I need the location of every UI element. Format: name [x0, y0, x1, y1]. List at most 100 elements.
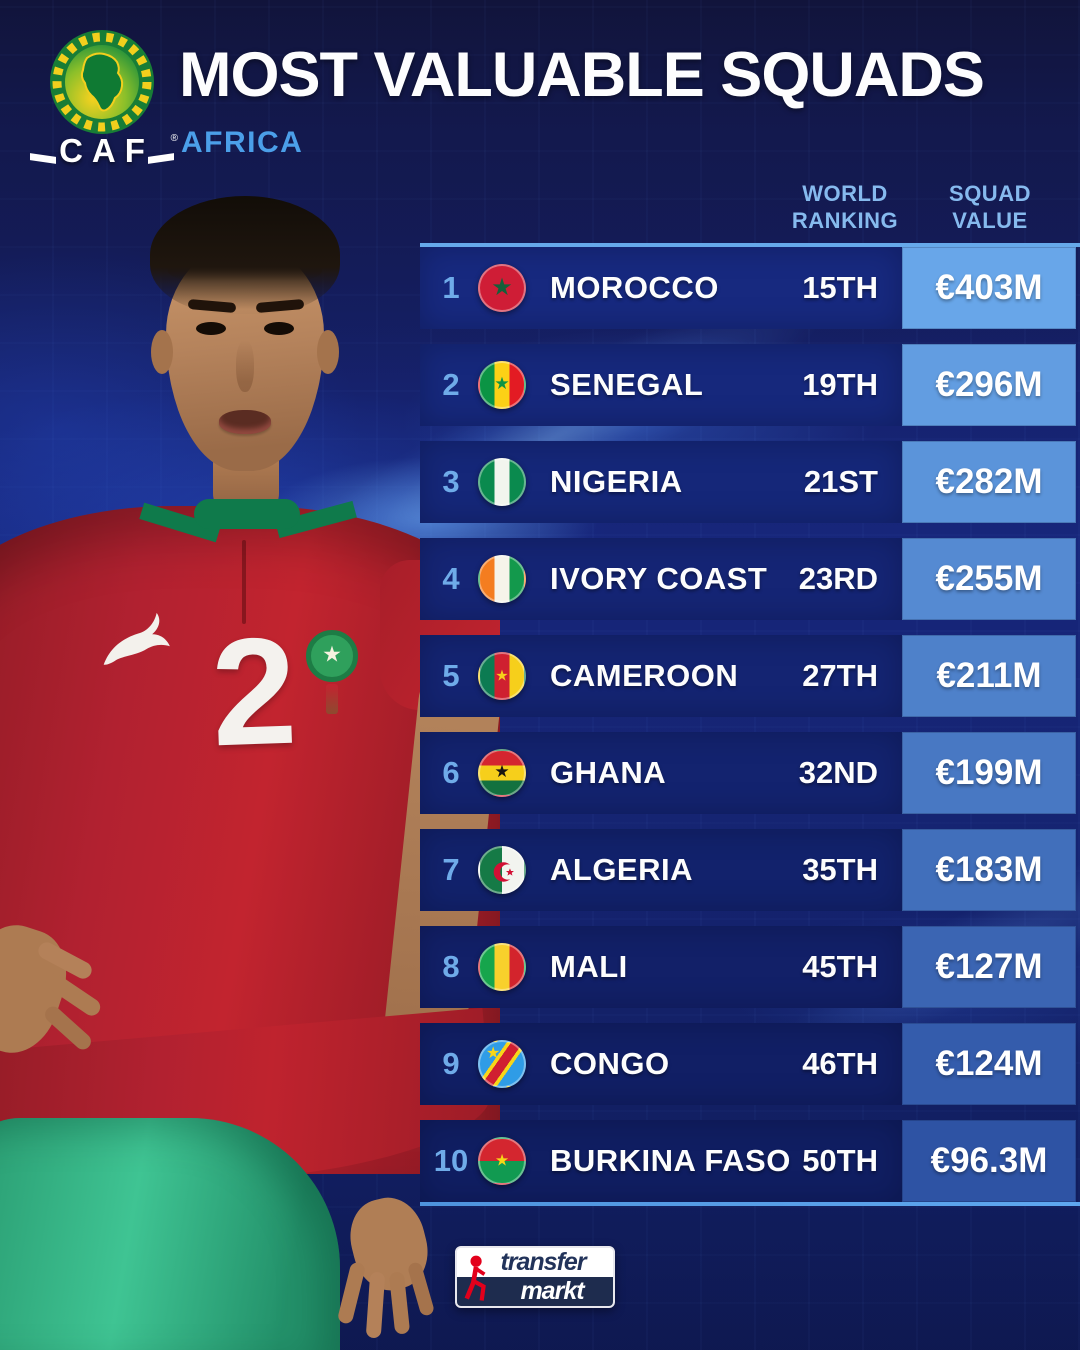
squad-value-cell: €282M	[902, 441, 1076, 523]
squad-value-text: €183M	[935, 850, 1043, 889]
world-ranking-value: 19TH	[802, 367, 878, 402]
squad-value-text: €96.3M	[930, 1141, 1048, 1180]
country-name: NIGERIA	[550, 464, 683, 499]
squad-value-text: €296M	[935, 365, 1043, 404]
squad-value-text: €255M	[935, 559, 1043, 598]
squad-value-text: €282M	[935, 462, 1043, 501]
row-main-cell: 3 NIGERIA 21ST	[420, 441, 902, 523]
page-subtitle: AFRICA	[181, 126, 304, 159]
transfermarkt-logo: transfer markt	[455, 1246, 615, 1308]
table-bottom-border	[420, 1202, 1080, 1206]
table-row: 6 GHANA 32ND €199M	[420, 732, 1080, 814]
rank-number: 5	[442, 658, 460, 693]
transfermarkt-wordmark-bottom: markt	[457, 1277, 613, 1306]
row-main-cell: 5 CAMEROON 27TH	[420, 635, 902, 717]
player-right-finger	[365, 1271, 386, 1339]
table-row: 8 MALI 45TH €127M	[420, 926, 1080, 1008]
caf-registered-mark: ®	[170, 133, 178, 144]
caf-logo: CAF ®	[30, 28, 178, 170]
player-mouth	[219, 410, 271, 434]
jersey-collar	[194, 499, 300, 529]
world-ranking-value: 27TH	[802, 658, 878, 693]
rank-number: 6	[442, 755, 460, 790]
country-name: ALGERIA	[550, 852, 693, 887]
morocco-flag-icon	[478, 264, 526, 312]
world-ranking-value: 46TH	[802, 1046, 878, 1081]
ivory-coast-flag-icon	[478, 555, 526, 603]
world-ranking-value: 15TH	[802, 270, 878, 305]
table-row: 1 MOROCCO 15TH €403M	[420, 247, 1080, 329]
header: CAF ® MOST VALUABLE SQUADS AFRICA	[0, 0, 1080, 176]
row-main-cell: 6 GHANA 32ND	[420, 732, 902, 814]
player-shorts	[0, 1118, 340, 1350]
player-left-ear	[151, 330, 173, 374]
table-row: 3 NIGERIA 21ST €282M	[420, 441, 1080, 523]
squad-value-cell: €199M	[902, 732, 1076, 814]
morocco-crest-icon	[306, 630, 358, 682]
player-hair	[150, 196, 340, 314]
burkina-faso-flag-icon	[478, 1137, 526, 1185]
jersey-number: 2	[208, 605, 300, 779]
country-name: IVORY COAST	[550, 561, 768, 596]
world-ranking-value: 45TH	[802, 949, 878, 984]
page-title: MOST VALUABLE SQUADS	[179, 40, 985, 110]
squad-value-cell: €127M	[902, 926, 1076, 1008]
rank-number: 7	[442, 852, 460, 887]
table-row: 2 SENEGAL 19TH €296M	[420, 344, 1080, 426]
algeria-flag-icon	[478, 846, 526, 894]
row-main-cell: 1 MOROCCO 15TH	[420, 247, 902, 329]
world-ranking-value: 21ST	[803, 464, 878, 499]
player-left-eye	[196, 322, 226, 335]
ghana-flag-icon	[478, 749, 526, 797]
squad-value-text: €124M	[935, 1044, 1043, 1083]
squad-value-cell: €124M	[902, 1023, 1076, 1105]
squad-value-text: €199M	[935, 753, 1043, 792]
rank-number: 4	[442, 561, 460, 596]
player-nose	[236, 340, 254, 392]
transfermarkt-wordmark-top: transfer	[457, 1248, 613, 1277]
player-right-eye	[264, 322, 294, 335]
world-ranking-value: 23RD	[798, 561, 878, 596]
column-header-squad-value: SQUAD VALUE	[949, 181, 1031, 233]
table-row: 10 BURKINA FASO 50TH €96.3M	[420, 1120, 1080, 1202]
row-main-cell: 7 ALGERIA 35TH	[420, 829, 902, 911]
row-main-cell: 4 IVORY COAST 23RD	[420, 538, 902, 620]
squad-value-cell: €96.3M	[902, 1120, 1076, 1202]
world-ranking-value: 35TH	[802, 852, 878, 887]
row-main-cell: 2 SENEGAL 19TH	[420, 344, 902, 426]
rank-number: 9	[442, 1046, 460, 1081]
transfermarkt-player-icon	[463, 1254, 491, 1304]
puma-logo-icon	[92, 602, 178, 673]
country-name: CONGO	[550, 1046, 670, 1081]
world-ranking-value: 32ND	[798, 755, 878, 790]
senegal-flag-icon	[478, 361, 526, 409]
caf-logo-text: CAF	[59, 132, 154, 169]
squad-value-cell: €296M	[902, 344, 1076, 426]
row-main-cell: 9 CONGO 46TH	[420, 1023, 902, 1105]
player-right-finger	[406, 1261, 436, 1317]
morocco-crest-ribbon	[326, 684, 338, 714]
squad-value-cell: €183M	[902, 829, 1076, 911]
world-ranking-value: 50TH	[802, 1143, 878, 1178]
rank-number: 1	[442, 270, 460, 305]
rank-number: 2	[442, 367, 460, 402]
squad-value-cell: €211M	[902, 635, 1076, 717]
jersey-placket	[242, 540, 246, 624]
table-row: 7 ALGERIA 35TH €183M	[420, 829, 1080, 911]
country-name: SENEGAL	[550, 367, 704, 402]
table-row: 9 CONGO 46TH €124M	[420, 1023, 1080, 1105]
rank-number: 10	[433, 1143, 469, 1178]
cameroon-flag-icon	[478, 652, 526, 700]
table-header: WORLD RANKING SQUAD VALUE	[420, 176, 1080, 242]
squad-value-text: €211M	[936, 656, 1042, 695]
squad-value-cell: €255M	[902, 538, 1076, 620]
mali-flag-icon	[478, 943, 526, 991]
squad-value-text: €127M	[935, 947, 1043, 986]
algeria-crescent-icon	[491, 859, 517, 885]
column-header-world-ranking: WORLD RANKING	[791, 181, 899, 233]
row-main-cell: 8 MALI 45TH	[420, 926, 902, 1008]
table-row: 5 CAMEROON 27TH €211M	[420, 635, 1080, 717]
rank-number: 8	[442, 949, 460, 984]
squad-value-text: €403M	[935, 268, 1043, 307]
